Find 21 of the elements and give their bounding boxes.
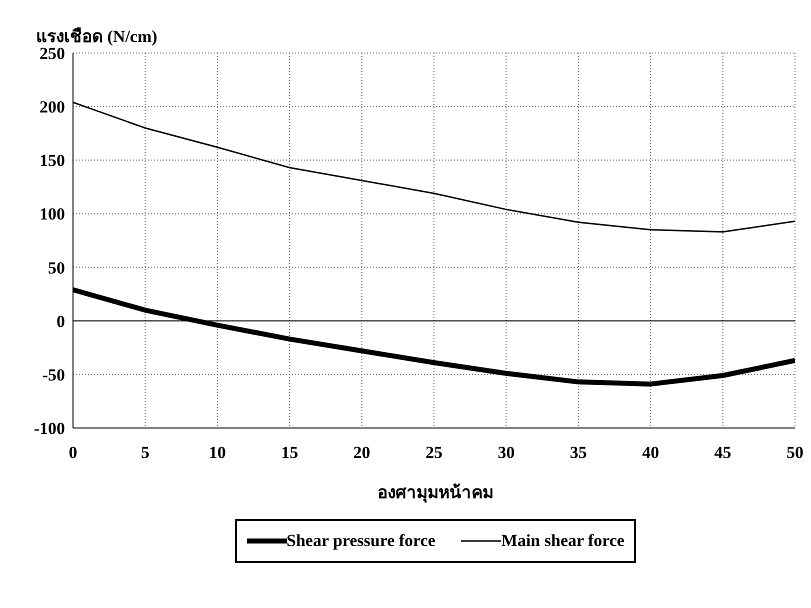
y-tick-label: -100 [34,419,65,438]
y-tick-label: 50 [48,258,65,278]
x-tick-label: 25 [426,443,442,462]
legend-label: Main shear force [501,531,624,551]
x-tick-label: 35 [570,443,587,462]
x-tick-label: 5 [140,443,150,462]
x-tick-label: 15 [281,443,298,462]
x-tick-label: 10 [208,443,226,462]
x-tick-label: 45 [714,443,732,462]
y-tick-label: 150 [40,151,65,170]
x-tick-label: 20 [353,443,370,462]
legend-label: Shear pressure force [286,531,436,551]
y-tick-label: 100 [40,204,65,224]
x-tick-label: 0 [68,443,78,462]
x-axis-title: องศามุมหน้าคม [376,482,494,505]
x-tick-label: 50 [786,443,804,462]
y-tick-label: 200 [40,98,65,117]
y-tick-label: 0 [56,312,65,331]
x-tick-label: 30 [498,443,515,462]
y-tick-label: -50 [42,365,65,384]
x-tick-label: 40 [642,443,660,462]
